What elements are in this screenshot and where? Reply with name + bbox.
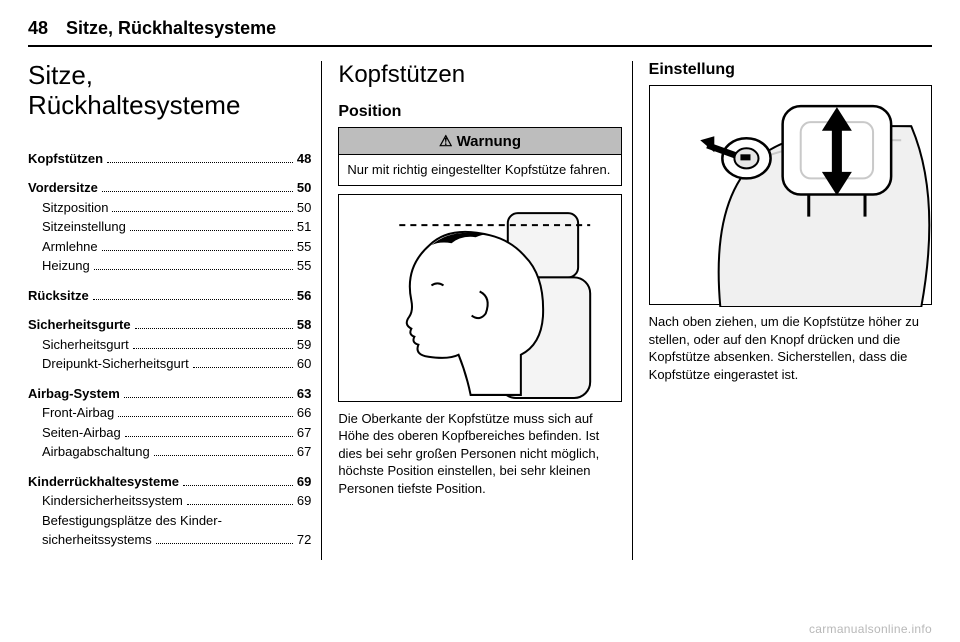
toc-label: Rücksitze	[28, 286, 89, 306]
page-number: 48	[28, 18, 48, 39]
page-header: 48 Sitze, Rückhaltesysteme	[28, 18, 932, 39]
subhead-einstellung: Einstellung	[649, 61, 932, 79]
toc-line: Front-Airbag 66	[28, 403, 311, 423]
toc-leader	[125, 436, 293, 437]
toc-group: Kinderrückhaltesysteme69Kindersicherheit…	[28, 472, 311, 550]
column-1: Sitze, Rückhaltesysteme Kopfstützen 48 Vor…	[28, 61, 321, 560]
toc-leader	[102, 250, 293, 251]
figure-caption-position: Die Oberkante der Kopfstütze muss sich a…	[338, 410, 621, 498]
toc-page: 66	[297, 403, 311, 423]
warning-label: Warnung	[457, 133, 521, 150]
toc-page: 50	[297, 198, 311, 218]
toc-page: 55	[297, 237, 311, 257]
toc-page: 55	[297, 256, 311, 276]
toc-page: 51	[297, 217, 311, 237]
warning-header: ⚠ Warnung	[339, 128, 620, 155]
toc-label: Befestigungsplätze des Kinder-	[42, 511, 222, 531]
toc-leader	[193, 367, 293, 368]
toc-leader	[135, 328, 293, 329]
toc-label: Sitzeinstellung	[42, 217, 126, 237]
toc-label: Airbag-System	[28, 384, 120, 404]
toc: Kopfstützen 48 Vordersitze 50 Sitzposition 50…	[28, 149, 311, 550]
toc-label: Dreipunkt-Sicherheitsgurt	[42, 354, 189, 374]
toc-line: Airbagabschaltung 67	[28, 442, 311, 462]
toc-leader	[107, 162, 293, 163]
toc-label: Front-Airbag	[42, 403, 114, 423]
toc-page: 56	[297, 286, 311, 306]
toc-line: Kindersicherheitssystem 69	[28, 491, 311, 511]
column-2: Kopfstützen Position ⚠ Warnung Nur mit r…	[321, 61, 631, 560]
toc-line: Rücksitze 56	[28, 286, 311, 306]
toc-label: Kinderrückhaltesysteme	[28, 472, 179, 492]
toc-page: 67	[297, 423, 311, 443]
toc-group: Vordersitze50Sitzposition50Sitzeinstellu…	[28, 178, 311, 276]
toc-label: Sitzposition	[42, 198, 108, 218]
toc-page: 50	[297, 178, 311, 198]
toc-line: Vordersitze 50	[28, 178, 311, 198]
toc-leader	[93, 299, 293, 300]
watermark: carmanualsonline.info	[809, 622, 932, 636]
toc-label: Seiten-Airbag	[42, 423, 121, 443]
toc-line: Sitzposition 50	[28, 198, 311, 218]
toc-page: 67	[297, 442, 311, 462]
toc-page: 63	[297, 384, 311, 404]
toc-leader	[187, 504, 293, 505]
toc-group: Airbag-System63Front-Airbag66Seiten-Airb…	[28, 384, 311, 462]
toc-leader	[156, 543, 293, 544]
column-3: Einstellung	[632, 61, 932, 560]
toc-line: Seiten-Airbag 67	[28, 423, 311, 443]
warning-icon: ⚠	[439, 133, 452, 150]
toc-label: Sicherheitsgurte	[28, 315, 131, 335]
figure-adjust	[649, 85, 932, 305]
toc-line: Kopfstützen 48	[28, 149, 311, 169]
toc-line: Armlehne 55	[28, 237, 311, 257]
toc-label: Airbagabschaltung	[42, 442, 150, 462]
toc-line: Sitzeinstellung 51	[28, 217, 311, 237]
toc-label: Kopfstützen	[28, 149, 103, 169]
toc-page: 72	[297, 530, 311, 550]
toc-label: Sicherheitsgurt	[42, 335, 129, 355]
toc-line: Heizung 55	[28, 256, 311, 276]
toc-leader	[118, 416, 293, 417]
toc-label: Vordersitze	[28, 178, 98, 198]
figure-caption-adjust: Nach oben ziehen, um die Kopfstütze höhe…	[649, 313, 932, 383]
running-title: Sitze, Rückhaltesysteme	[66, 18, 276, 39]
toc-page: 58	[297, 315, 311, 335]
toc-page: 69	[297, 472, 311, 492]
toc-label: Heizung	[42, 256, 90, 276]
toc-line: sicherheitssystems 72	[28, 530, 311, 550]
toc-line: Befestigungsplätze des Kinder-	[28, 511, 311, 531]
toc-page: 69	[297, 491, 311, 511]
toc-leader	[183, 485, 293, 486]
toc-line: Dreipunkt-Sicherheitsgurt 60	[28, 354, 311, 374]
toc-group: Kopfstützen 48	[28, 149, 311, 169]
toc-leader	[124, 397, 293, 398]
toc-line: Kinderrückhaltesysteme 69	[28, 472, 311, 492]
warning-text: Nur mit richtig eingestellter Kopfstütze…	[339, 155, 620, 185]
section-title: Kopfstützen	[338, 61, 621, 89]
toc-leader	[112, 211, 292, 212]
toc-leader	[102, 191, 293, 192]
figure-head-position	[338, 194, 621, 402]
warning-box: ⚠ Warnung Nur mit richtig eingestellter …	[338, 127, 621, 186]
toc-line: Sicherheitsgurt 59	[28, 335, 311, 355]
toc-label: Kindersicherheitssystem	[42, 491, 183, 511]
toc-group: Sicherheitsgurte58Sicherheitsgurt59Dreip…	[28, 315, 311, 374]
toc-page: 59	[297, 335, 311, 355]
toc-group: Rücksitze 56	[28, 286, 311, 306]
toc-label: Armlehne	[42, 237, 98, 257]
toc-leader	[133, 348, 293, 349]
toc-line: Sicherheitsgurte 58	[28, 315, 311, 335]
subhead-position: Position	[338, 103, 621, 121]
toc-leader	[94, 269, 293, 270]
toc-page: 48	[297, 149, 311, 169]
toc-page: 60	[297, 354, 311, 374]
toc-label: sicherheitssystems	[42, 530, 152, 550]
header-rule	[28, 45, 932, 47]
chapter-title: Sitze, Rückhaltesysteme	[28, 61, 311, 121]
toc-leader	[130, 230, 293, 231]
toc-line: Airbag-System 63	[28, 384, 311, 404]
toc-leader	[154, 455, 293, 456]
